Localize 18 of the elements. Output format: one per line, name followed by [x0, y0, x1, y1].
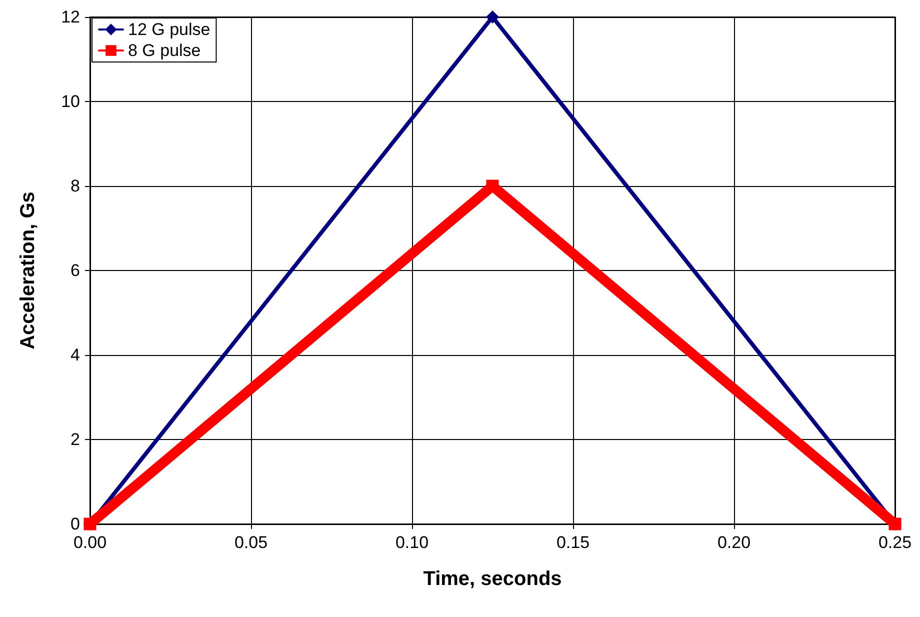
y-tick-label: 6	[70, 261, 80, 280]
y-tick-label: 4	[70, 346, 80, 364]
x-tick-label: 0.15	[556, 533, 590, 552]
x-tick-label: 0.10	[395, 533, 429, 552]
x-tick-label: 0.05	[234, 533, 268, 552]
y-tick-label: 0	[70, 514, 80, 534]
x-tick-label: 0.25	[878, 533, 912, 552]
x-tick-label: 0.20	[717, 533, 751, 552]
legend-label: 8 G pulse	[128, 41, 201, 60]
y-tick-label: 8	[70, 176, 80, 196]
y-axis-title: Acceleration, Gs	[17, 192, 39, 350]
y-tick-label: 12	[61, 8, 80, 26]
x-axis-title: Time, seconds	[423, 568, 562, 590]
legend-label: 12 G pulse	[128, 20, 210, 39]
y-tick-label: 2	[70, 430, 80, 449]
point	[486, 10, 499, 24]
y-tick-label: 10	[61, 92, 80, 111]
x-tick-label: 0.00	[73, 533, 107, 552]
